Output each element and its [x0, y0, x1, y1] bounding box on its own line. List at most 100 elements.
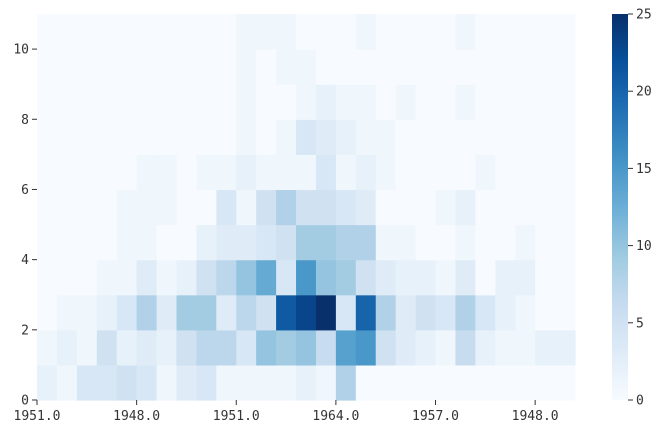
heatmap-cell: [435, 189, 457, 226]
heatmap-cell: [395, 154, 417, 191]
heatmap-cell: [96, 189, 118, 226]
heatmap-cell: [395, 224, 417, 261]
heatmap-cell: [96, 364, 118, 401]
heatmap-cell: [216, 224, 237, 261]
heatmap-cell: [395, 259, 417, 296]
heatmap-cell: [555, 294, 576, 331]
heatmap-cell: [455, 329, 476, 366]
heatmap-cell: [176, 329, 198, 366]
heatmap-cell: [296, 294, 317, 331]
heatmap-cell: [96, 154, 118, 191]
heatmap-cell: [296, 14, 317, 50]
heatmap-cell: [216, 329, 237, 366]
heatmap-cell: [56, 329, 78, 366]
heatmap-cell: [475, 259, 496, 296]
heatmap-cell: [475, 49, 496, 85]
heatmap-cell: [76, 154, 98, 191]
heatmap-cell: [315, 49, 337, 85]
heatmap-cell: [136, 84, 158, 120]
heatmap-cell: [76, 294, 98, 331]
heatmap-cell: [236, 189, 257, 226]
heatmap-cell: [435, 49, 457, 85]
heatmap-cell: [276, 294, 297, 331]
heatmap-cell: [196, 84, 217, 120]
heatmap-cell: [216, 294, 237, 331]
heatmap-cell: [335, 294, 357, 331]
heatmap-cell: [535, 259, 556, 296]
heatmap-cell: [535, 49, 556, 85]
heatmap-cell: [535, 364, 556, 401]
heatmap-cell: [495, 189, 516, 226]
heatmap-cell: [315, 119, 337, 155]
heatmap-cell: [455, 189, 476, 226]
heatmap-cell: [335, 224, 357, 261]
heatmap-cell: [515, 154, 536, 191]
heatmap-cell: [256, 294, 277, 331]
heatmap-cell: [56, 154, 78, 191]
heatmap-cell: [156, 259, 178, 296]
heatmap-cell: [495, 119, 516, 155]
heatmap-cell: [37, 154, 58, 191]
heatmap-cell: [96, 294, 118, 331]
heatmap-cell: [395, 49, 417, 85]
heatmap-cell: [116, 189, 138, 226]
heatmap-cell: [495, 154, 516, 191]
heatmap-cell: [495, 294, 516, 331]
heatmap-cell: [475, 189, 496, 226]
heatmap-cell: [76, 84, 98, 120]
heatmap-cells: [37, 14, 576, 401]
heatmap-cell: [116, 259, 138, 296]
heatmap-cell: [495, 84, 516, 120]
heatmap-cell: [116, 49, 138, 85]
heatmap-cell: [276, 329, 297, 366]
heatmap-cell: [156, 189, 178, 226]
heatmap-cell: [475, 14, 496, 50]
heatmap-cell: [475, 154, 496, 191]
heatmap-cell: [156, 84, 178, 120]
heatmap-cell: [56, 364, 78, 401]
heatmap-cell: [555, 84, 576, 120]
heatmap-cell: [395, 14, 417, 50]
y-axis: 0 2 4 6 8 10: [13, 43, 37, 409]
heatmap-cell: [56, 294, 78, 331]
heatmap-cell: [475, 224, 496, 261]
heatmap-cell: [415, 49, 437, 85]
heatmap-cell: [116, 154, 138, 191]
heatmap-cell: [355, 49, 377, 85]
heatmap-cell: [435, 364, 457, 401]
heatmap-cell: [236, 119, 257, 155]
heatmap-cell: [196, 259, 217, 296]
heatmap-cell: [375, 329, 397, 366]
heatmap-cell: [555, 224, 576, 261]
heatmap-cell: [475, 364, 496, 401]
heatmap-cell: [296, 119, 317, 155]
heatmap-cell: [196, 154, 217, 191]
heatmap-cell: [555, 259, 576, 296]
heatmap-cell: [156, 294, 178, 331]
heatmap-cell: [37, 119, 58, 155]
heatmap-cell: [555, 154, 576, 191]
heatmap-cell: [415, 364, 437, 401]
heatmap-cell: [196, 224, 217, 261]
heatmap-cell: [515, 49, 536, 85]
colorbar-gradient: [612, 14, 628, 400]
heatmap-cell: [515, 364, 536, 401]
heatmap-cell: [335, 119, 357, 155]
heatmap-cell: [116, 364, 138, 401]
heatmap-cell: [236, 364, 257, 401]
heatmap-cell: [415, 14, 437, 50]
heatmap-cell: [116, 224, 138, 261]
heatmap-cell: [375, 84, 397, 120]
heatmap-cell: [315, 154, 337, 191]
heatmap-cell: [236, 294, 257, 331]
heatmap-cell: [375, 49, 397, 85]
heatmap-cell: [236, 84, 257, 120]
x-tick-label: 1948.0: [113, 409, 160, 424]
colorbar-tick-label: 0: [636, 394, 644, 409]
heatmap-cell: [276, 119, 297, 155]
heatmap-cell: [76, 49, 98, 85]
heatmap-cell: [435, 119, 457, 155]
heatmap-cell: [37, 364, 58, 401]
heatmap-cell: [56, 49, 78, 85]
